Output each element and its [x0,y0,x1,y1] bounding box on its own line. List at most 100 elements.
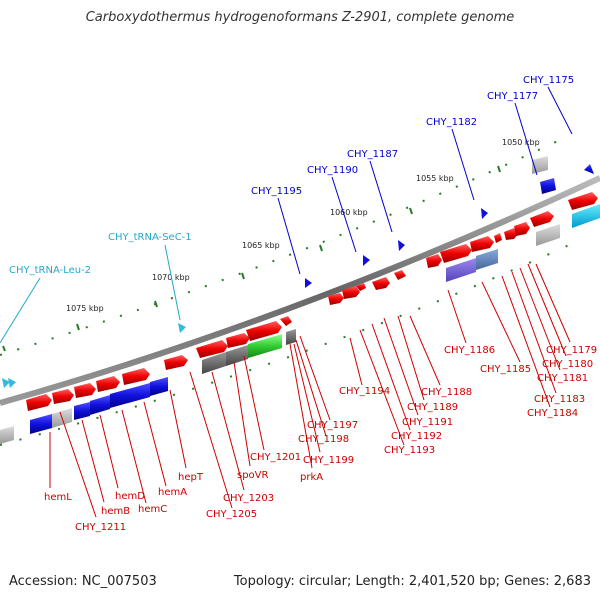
gene-label: CHY_1201 [250,452,301,463]
gene-label: prkA [300,472,323,483]
scale-arc [0,139,561,356]
scale-label: 1075 kbp [66,304,104,313]
gene-feature [110,383,150,408]
gene-label: hemA [158,487,187,498]
gene-label: CHY_1175 [523,75,574,86]
gene-feature [494,233,502,243]
gene-feature [286,329,296,345]
gene-feature [470,236,494,252]
gene-feature [536,224,560,246]
gene-label: CHY_1187 [347,149,398,160]
gene-label: CHY_1211 [75,522,126,533]
gene-feature [30,414,52,434]
gene-label: CHY_1188 [421,387,472,398]
gene-label: CHY_1184 [527,408,578,419]
topology-text: Topology: circular; Length: 2,401,520 bp… [233,574,591,589]
genome-backbone [0,175,600,406]
scale-label: 1060 kbp [330,208,368,217]
scale-label: 1055 kbp [416,174,454,183]
gene-label: CHY_1195 [251,186,302,197]
gene-label: CHY_1205 [206,509,257,520]
gene-feature [446,258,476,282]
gene-feature [514,222,530,236]
gene-feature [280,316,292,326]
gene-feature [0,426,14,444]
gene-label: CHY_1180 [542,359,593,370]
gene-label: CHY_1181 [537,373,588,384]
forward-genes [26,192,598,411]
gene-feature [96,376,120,392]
gene-feature [328,293,344,305]
gene-feature [248,334,282,358]
gene-label: CHY_tRNA-SeC-1 [108,232,192,243]
gene-feature [90,395,110,415]
gene-marker [2,378,10,388]
gene-feature [532,156,548,174]
gene-marker [8,378,16,388]
gene-label: CHY_1189 [407,402,458,413]
gene-marker [481,208,488,219]
gene-feature [246,321,282,341]
gene-label: hemC [138,504,167,515]
gene-marker [398,240,405,251]
gene-feature [530,211,554,227]
gene-marker [305,278,312,288]
gene-label: CHY_1190 [307,165,358,176]
gene-label: hepT [178,472,204,483]
gene-feature [74,383,96,398]
gene-label: CHY_1186 [444,345,495,356]
gene-label: CHY_1203 [223,493,274,504]
gene-feature [74,402,90,420]
reverse-genes [0,156,600,444]
gene-feature [196,340,228,358]
map-title: Carboxydothermus hydrogenoformans Z-2901… [85,10,515,25]
gene-label: CHY_1183 [534,394,585,405]
gene-label: hemB [101,506,130,517]
gene-feature [372,277,390,290]
gene-label: spoVR [237,470,269,481]
gene-feature [476,249,498,270]
gene-feature [440,244,472,263]
gene-label: CHY_1177 [487,91,538,102]
bottom-leaders [49,263,571,518]
gene-feature [202,352,226,374]
gene-label: CHY_1197 [307,420,358,431]
gene-feature [122,368,150,385]
gene-feature [568,192,598,210]
gene-feature [572,204,600,228]
gene-label: CHY_1193 [384,445,435,456]
gene-feature [584,164,594,174]
accession-text: Accession: NC_007503 [9,574,157,589]
gene-label: CHY_1198 [298,434,349,445]
gene-feature [226,345,248,366]
gene-label: CHY_1185 [480,364,531,375]
gene-label: CHY_1182 [426,117,477,128]
gene-feature [504,228,518,240]
gene-label: CHY_1192 [391,431,442,442]
scale-label: 1050 kbp [502,138,540,147]
gene-feature [164,355,188,370]
gene-marker [178,323,186,333]
gene-feature [394,270,406,280]
scale-label: 1070 kbp [152,273,190,282]
gene-marker [363,255,370,266]
gene-label: hemL [44,492,72,503]
gene-label: CHY_1179 [546,345,597,356]
gene-feature [342,286,360,299]
scale-label: 1065 kbp [242,241,280,250]
gene-feature [52,389,74,404]
gene-label: hemD [115,491,145,502]
gene-label: CHY_1194 [339,386,390,397]
gene-feature [426,254,442,268]
top-leaders [0,86,573,344]
gene-feature [150,377,168,396]
gene-label: CHY_1191 [402,417,453,428]
scale-ticks [2,165,501,352]
gene-feature [226,333,250,348]
gene-label: CHY_tRNA-Leu-2 [9,265,91,276]
gene-feature [356,283,366,291]
gene-label: CHY_1199 [303,455,354,466]
gene-feature [26,394,52,411]
gene-feature [540,178,556,194]
